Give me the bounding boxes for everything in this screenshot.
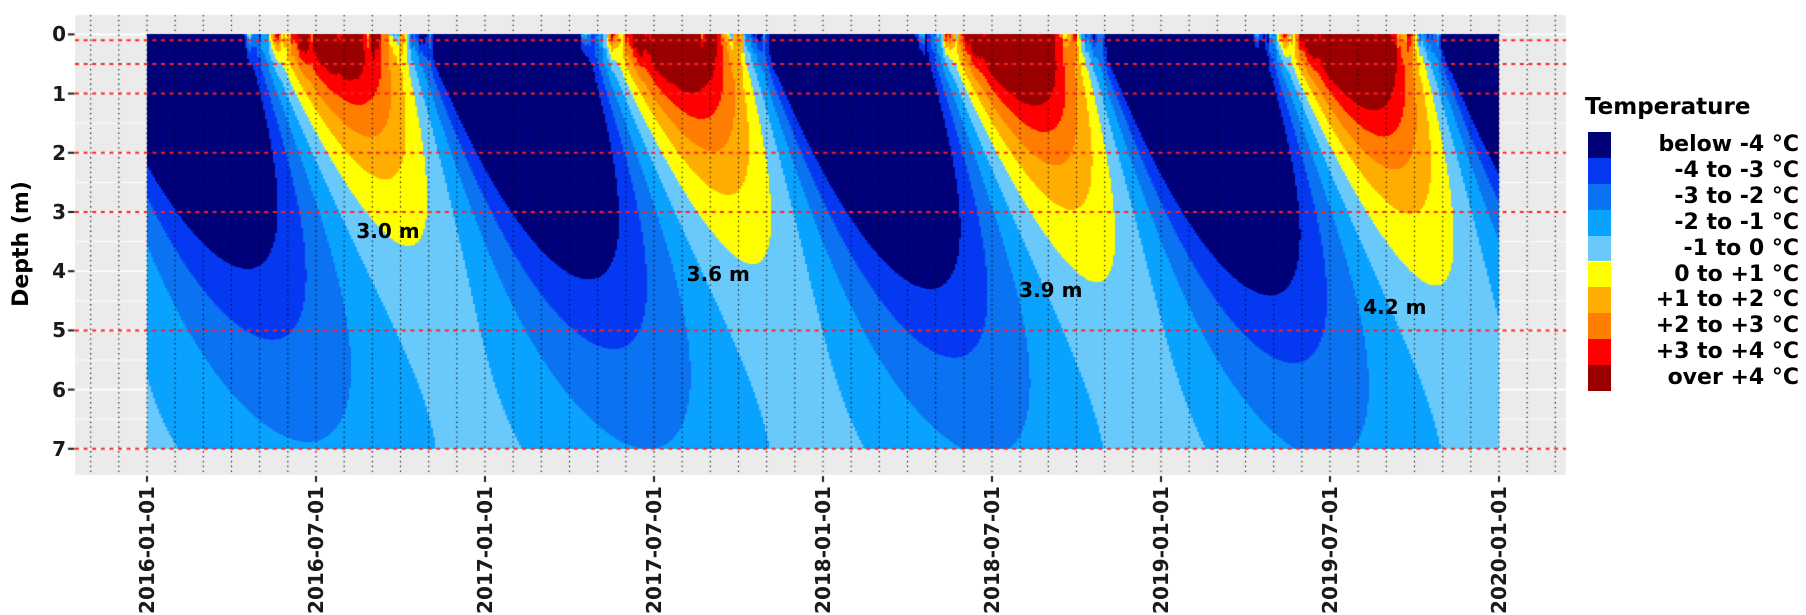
legend-swatch-3 [1588,209,1611,236]
legend-swatch-8 [1588,339,1611,366]
x-tick-label-2017-01-01: 2017-01-01 [473,486,497,614]
x-tick-label-2018-01-01: 2018-01-01 [811,486,835,614]
legend-swatch-1 [1588,157,1611,184]
x-tick-label-2016-01-01: 2016-01-01 [135,486,159,614]
legend-swatch-4 [1588,235,1611,262]
legend-label-0: below -4 °C [1658,132,1799,157]
legend-label-5: 0 to +1 °C [1674,261,1799,287]
legend-swatch-9 [1588,365,1611,391]
legend-label-7: +2 to +3 °C [1655,313,1799,339]
x-tick-label-2018-07-01: 2018-07-01 [980,486,1004,614]
y-axis-title: Depth (m) [9,181,34,307]
y-tick-label-3: 3 [52,200,66,224]
y-tick-label-5: 5 [52,318,66,343]
legend-label-1: -4 to -3 °C [1674,157,1799,183]
legend-swatch-7 [1588,313,1611,340]
legend-label-8: +3 to +4 °C [1655,339,1799,365]
x-tick-label-2019-07-01: 2019-07-01 [1318,486,1342,614]
thaw-depth-annotation-4.2: 4.2 m [1363,295,1427,320]
y-tick-label-1: 1 [52,81,66,106]
x-tick-label-2016-07-01: 2016-07-01 [304,486,328,614]
y-tick-label-2: 2 [52,140,66,165]
legend-swatch-5 [1588,261,1611,288]
x-tick-label-2019-01-01: 2019-01-01 [1149,486,1173,614]
legend-label-6: +1 to +2 °C [1655,287,1799,313]
legend-label-4: -1 to 0 °C [1683,235,1800,261]
legend-label-9: over +4 °C [1667,365,1799,391]
legend-swatch-0 [1588,132,1611,158]
thaw-depth-annotation-3.6: 3.6 m [686,262,750,287]
legend-label-2: -3 to -2 °C [1674,183,1799,209]
thaw-depth-annotation-3.9: 3.9 m [1019,278,1083,303]
y-tick-label-6: 6 [52,377,66,402]
thaw-depth-annotation-3: 3.0 m [356,218,420,243]
x-tick-label-2020-01-01: 2020-01-01 [1487,486,1511,614]
legend-swatch-6 [1588,287,1611,314]
legend-label-3: -2 to -1 °C [1674,209,1799,235]
legend-title: Temperature [1585,94,1751,120]
y-tick-label-0: 0 [52,22,66,47]
y-tick-label-7: 7 [52,436,66,461]
y-tick-label-4: 4 [52,259,66,284]
x-tick-label-2017-07-01: 2017-07-01 [642,486,666,614]
legend-swatch-2 [1588,183,1611,210]
